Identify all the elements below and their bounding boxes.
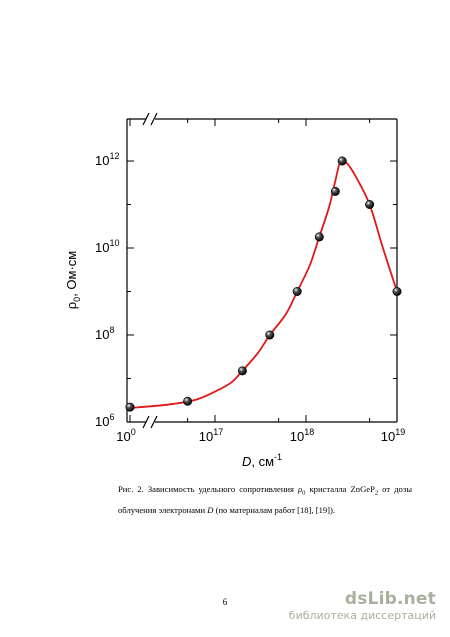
break-slash-1 (142, 112, 150, 126)
y-axis-title: ρ0, Ом·см (64, 251, 82, 310)
y-tick-label: 108 (95, 325, 114, 342)
fit-curve-layer (129, 158, 398, 409)
axis-ticks (127, 119, 398, 423)
x-tick-label: 1018 (290, 427, 314, 444)
caption-after-formula: от дозы облучения электронами (118, 484, 413, 516)
caption-rho: ρ (298, 484, 303, 494)
figure-caption: Рис. 2. Зависимость удельного сопротивле… (118, 481, 412, 520)
caption-middle: кристалла ZnGeP (305, 484, 375, 494)
watermark-logo: dsLib.net (344, 589, 436, 609)
y-tick-label: 1012 (95, 151, 119, 168)
break-slash-2 (150, 415, 158, 429)
data-point (183, 396, 193, 406)
data-point (237, 366, 247, 376)
data-point (337, 156, 347, 166)
caption-prefix: Рис. 2. Зависимость удельного сопротивле… (118, 484, 299, 494)
x-tick-label: 100 (116, 427, 135, 444)
x-axis-title: D, см-1 (242, 452, 282, 469)
plot-frame (126, 112, 398, 429)
page-number: 6 (222, 597, 228, 607)
x-tick-label: 1017 (199, 427, 223, 444)
data-point (292, 286, 302, 296)
caption-suffix: (по материалам работ [18], [19]). (213, 505, 336, 516)
data-point (314, 232, 324, 242)
y-tick-label: 1010 (95, 238, 119, 255)
axis-break-bottom (142, 415, 158, 429)
y-tick-label: 106 (95, 412, 114, 429)
break-slash-1 (142, 415, 150, 429)
axis-labels-layer: 106 108 1010 1012 100 1017 1018 1019 D, см-1 ρ0, … (64, 151, 405, 469)
data-point (330, 186, 340, 196)
chart: 106 108 1010 1012 100 1017 1018 1019 D, см-1 ρ0, … (64, 112, 405, 469)
caption-d-symbol: D (207, 505, 214, 516)
x-tick-label: 1019 (381, 427, 405, 444)
fit-curve (129, 158, 398, 409)
data-point (365, 200, 375, 210)
data-points-layer (125, 156, 402, 412)
data-point (392, 286, 402, 296)
break-slash-2 (150, 112, 158, 126)
caption-rho-sub: 0 (302, 489, 306, 497)
caption-formula-sub: 2 (374, 489, 379, 497)
watermark: dsLib.net библиотека диссертаций (289, 589, 436, 623)
axis-break-top (142, 112, 158, 126)
watermark-subtitle: библиотека диссертаций (288, 609, 436, 622)
data-point (125, 402, 135, 412)
data-point (265, 330, 275, 340)
